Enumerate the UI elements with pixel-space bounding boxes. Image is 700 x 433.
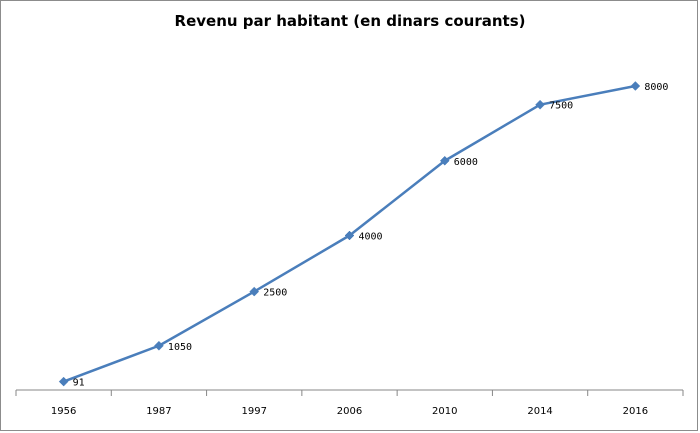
data-label: 1050	[168, 342, 192, 353]
x-tick-label: 1987	[146, 406, 171, 417]
data-point-marker	[535, 99, 545, 110]
chart-title: Revenu par habitant (en dinars courants)	[174, 12, 526, 30]
data-label: 91	[73, 378, 85, 389]
data-point-marker	[344, 230, 355, 241]
x-tick-label: 1956	[51, 406, 76, 417]
x-axis: 1956 1987 1997 2006 2010 2014 2016	[15, 389, 684, 417]
x-tick-label: 1997	[241, 406, 266, 417]
data-point-marker	[58, 376, 69, 387]
data-label: 7500	[549, 101, 573, 112]
data-point-marker	[154, 340, 164, 351]
data-point-marker	[249, 286, 260, 297]
data-labels: 91 1050 2500 4000 6000 7500 8000	[73, 82, 669, 389]
data-label: 4000	[359, 232, 383, 243]
x-tick-label: 2016	[623, 406, 648, 417]
data-point-marker	[439, 155, 450, 166]
data-label: 8000	[644, 82, 668, 93]
data-label: 6000	[454, 157, 478, 168]
x-tick-label: 2006	[337, 406, 362, 417]
x-tick-label: 2010	[432, 406, 457, 417]
x-tick-label: 2014	[527, 406, 552, 417]
data-label: 2500	[263, 288, 287, 299]
series-layer	[58, 81, 641, 387]
data-point-marker	[630, 81, 641, 91]
